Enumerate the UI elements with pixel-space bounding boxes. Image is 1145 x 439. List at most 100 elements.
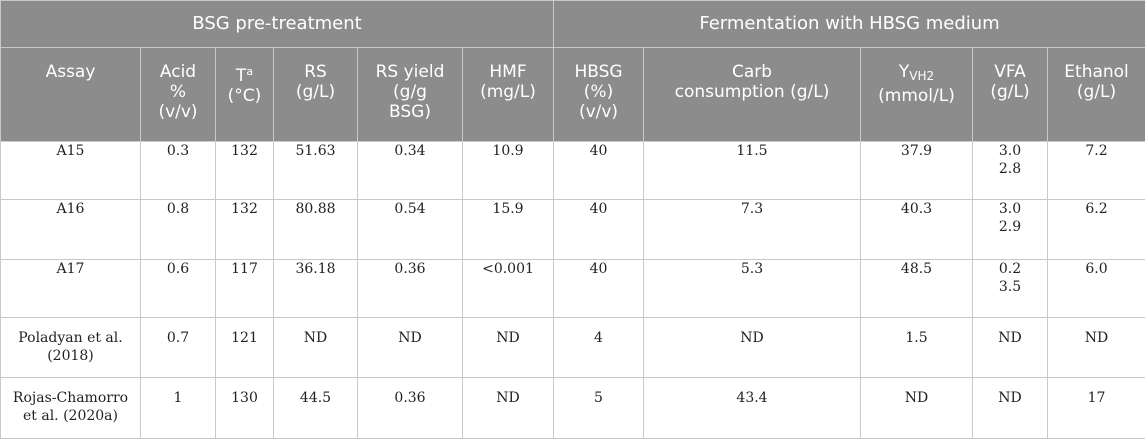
cell-temperature: 121 — [216, 318, 274, 378]
cell-hmf: ND — [463, 318, 554, 378]
cell-carb: 7.3 — [644, 200, 861, 260]
cell-hmf: ND — [463, 378, 554, 439]
col-header-hmf: HMF (mg/L) — [463, 48, 554, 142]
col-header-hbsg: HBSG (%) (v/v) — [554, 48, 644, 142]
cell-vfa-line1: 3.0 — [973, 200, 1047, 218]
cell-rs-yield: 0.36 — [358, 260, 463, 318]
cell-assay-line1: A15 — [1, 142, 140, 160]
table-header: BSG pre-treatment Fermentation with HBSG… — [1, 1, 1145, 142]
cell-assay-line1: Rojas-Chamorro — [1, 389, 140, 407]
cell-acid: 0.6 — [141, 260, 216, 318]
cell-rs: 36.18 — [274, 260, 358, 318]
col-header-assay: Assay — [1, 48, 141, 142]
col-header-rs-yield: RS yield (g/g BSG) — [358, 48, 463, 142]
col-header-rs-line2: (g/L) — [274, 82, 357, 102]
table-row: A15 0.3 132 51.63 0.34 10.9 40 11.5 37.9… — [1, 142, 1145, 200]
cell-rs-yield: 0.36 — [358, 378, 463, 439]
col-header-temperature: Ta (°C) — [216, 48, 274, 142]
cell-vfa-line2: 2.8 — [973, 160, 1047, 178]
cell-vfa-line2: 3.5 — [973, 278, 1047, 296]
cell-vfa: 3.0 2.9 — [973, 200, 1048, 260]
col-header-temp-unit: (°C) — [216, 86, 273, 106]
cell-acid: 1 — [141, 378, 216, 439]
cell-vfa-line2: 2.9 — [973, 218, 1047, 236]
col-header-hbsg-line3: (v/v) — [554, 102, 643, 122]
cell-vfa: 0.2 3.5 — [973, 260, 1048, 318]
col-header-vfa: VFA (g/L) — [973, 48, 1048, 142]
col-header-rsy-line2: (g/g — [358, 82, 462, 102]
cell-carb: 11.5 — [644, 142, 861, 200]
col-header-rsy-line1: RS yield — [358, 62, 462, 82]
cell-ethanol: 7.2 — [1048, 142, 1145, 200]
cell-vfa-line1: 0.2 — [973, 260, 1047, 278]
cell-yvh2: ND — [861, 378, 973, 439]
col-header-hmf-line2: (mg/L) — [463, 82, 553, 102]
cell-assay: A17 — [1, 260, 141, 318]
cell-hmf: <0.001 — [463, 260, 554, 318]
col-header-acid-line2: % — [141, 82, 215, 102]
group-header-row: BSG pre-treatment Fermentation with HBSG… — [1, 1, 1145, 48]
cell-yvh2: 40.3 — [861, 200, 973, 260]
cell-yvh2: 37.9 — [861, 142, 973, 200]
col-header-yvh2-line1: YVH2 — [861, 62, 972, 86]
col-header-carb: Carb consumption (g/L) — [644, 48, 861, 142]
cell-hbsg: 40 — [554, 260, 644, 318]
cell-temperature: 117 — [216, 260, 274, 318]
group-header-fermentation: Fermentation with HBSG medium — [554, 1, 1145, 48]
col-header-acid-line1: Acid — [141, 62, 215, 82]
cell-vfa-line1: 3.0 — [973, 142, 1047, 160]
group-header-pretreatment: BSG pre-treatment — [1, 1, 554, 48]
col-header-temp-base: T — [236, 66, 246, 86]
cell-assay: Poladyan et al. (2018) — [1, 318, 141, 378]
cell-assay-line2: et al. (2020a) — [1, 407, 140, 425]
col-header-carb-line1: Carb — [644, 62, 860, 82]
col-header-acid-line3: (v/v) — [141, 102, 215, 122]
col-header-y-base: Y — [899, 62, 909, 82]
table-row: A16 0.8 132 80.88 0.54 15.9 40 7.3 40.3 … — [1, 200, 1145, 260]
cell-hbsg: 5 — [554, 378, 644, 439]
col-header-temp-line1: Ta — [216, 62, 273, 86]
table-row: A17 0.6 117 36.18 0.36 <0.001 40 5.3 48.… — [1, 260, 1145, 318]
cell-hbsg: 40 — [554, 142, 644, 200]
cell-hmf: 15.9 — [463, 200, 554, 260]
table-body: A15 0.3 132 51.63 0.34 10.9 40 11.5 37.9… — [1, 142, 1145, 439]
table-row: Poladyan et al. (2018) 0.7 121 ND ND ND … — [1, 318, 1145, 378]
cell-carb: 43.4 — [644, 378, 861, 439]
cell-yvh2: 1.5 — [861, 318, 973, 378]
cell-assay-line2: (2018) — [1, 347, 140, 365]
cell-rs-yield: 0.54 — [358, 200, 463, 260]
cell-ethanol: 6.2 — [1048, 200, 1145, 260]
cell-rs: 44.5 — [274, 378, 358, 439]
col-header-vfa-line2: (g/L) — [973, 82, 1047, 102]
cell-carb: ND — [644, 318, 861, 378]
cell-hmf: 10.9 — [463, 142, 554, 200]
cell-ethanol: ND — [1048, 318, 1145, 378]
column-header-row: Assay Acid % (v/v) Ta (°C) RS (g/L) RS y… — [1, 48, 1145, 142]
cell-assay-line1: A16 — [1, 200, 140, 218]
cell-acid: 0.8 — [141, 200, 216, 260]
col-header-hbsg-line1: HBSG — [554, 62, 643, 82]
cell-assay: A16 — [1, 200, 141, 260]
col-header-acid: Acid % (v/v) — [141, 48, 216, 142]
cell-vfa-line1: ND — [973, 329, 1047, 347]
col-header-temp-sup: a — [246, 65, 253, 78]
cell-ethanol: 17 — [1048, 378, 1145, 439]
cell-rs: ND — [274, 318, 358, 378]
cell-vfa: 3.0 2.8 — [973, 142, 1048, 200]
cell-temperature: 132 — [216, 200, 274, 260]
cell-temperature: 132 — [216, 142, 274, 200]
col-header-eth-line2: (g/L) — [1048, 82, 1145, 102]
cell-acid: 0.3 — [141, 142, 216, 200]
col-header-carb-line2: consumption (g/L) — [644, 82, 860, 102]
col-header-eth-line1: Ethanol — [1048, 62, 1145, 82]
cell-acid: 0.7 — [141, 318, 216, 378]
cell-hbsg: 4 — [554, 318, 644, 378]
cell-rs: 80.88 — [274, 200, 358, 260]
cell-vfa: ND — [973, 378, 1048, 439]
cell-hbsg: 40 — [554, 200, 644, 260]
col-header-hmf-line1: HMF — [463, 62, 553, 82]
col-header-rs-line1: RS — [274, 62, 357, 82]
cell-vfa: ND — [973, 318, 1048, 378]
cell-vfa-line1: ND — [973, 389, 1047, 407]
